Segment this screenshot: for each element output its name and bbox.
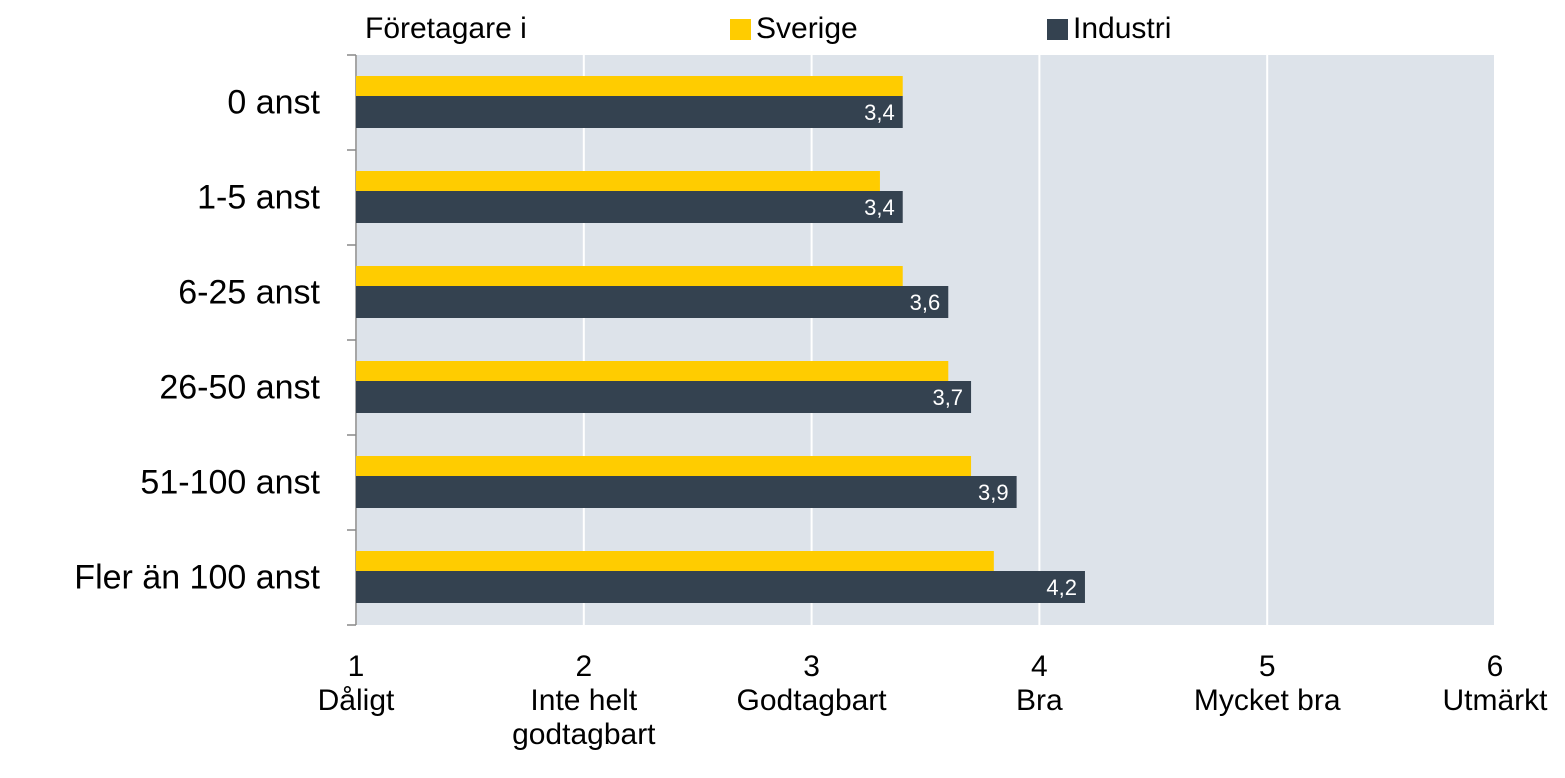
x-tick-label: 4 Bra (1016, 650, 1063, 717)
bar (356, 381, 972, 413)
y-tick-label: 6-25 anst (178, 273, 320, 311)
value-label: 3,6 (910, 290, 941, 315)
bar (356, 361, 949, 381)
y-tick-label: 51-100 anst (140, 463, 320, 501)
bar (356, 266, 903, 286)
y-tick-label: 1-5 anst (197, 178, 320, 216)
legend-label: Industri (1073, 12, 1171, 45)
bar (356, 76, 903, 96)
y-tick-label: 0 anst (227, 83, 320, 121)
y-tick-label: Fler än 100 anst (74, 558, 320, 596)
legend-swatch (1047, 19, 1068, 40)
x-tick-label: 6 Utmärkt (1442, 650, 1548, 717)
legend-label: Sverige (756, 12, 858, 45)
bar (356, 191, 903, 223)
bar (356, 476, 1017, 508)
bar (356, 571, 1085, 603)
y-tick-label: 26-50 anst (159, 368, 320, 406)
x-tick-label: 5 Mycket bra (1193, 650, 1341, 717)
value-label: 4,2 (1046, 575, 1077, 600)
value-label: 3,9 (978, 480, 1009, 505)
bar (356, 171, 880, 191)
bar (356, 456, 972, 476)
x-tick-label: 1 Dåligt (317, 650, 395, 717)
value-label: 3,4 (864, 195, 895, 220)
bar (356, 96, 903, 128)
legend-swatch (730, 19, 751, 40)
plot-background (356, 55, 1495, 625)
legend-title: Företagare i (365, 12, 527, 45)
x-tick-label: 2 Inte helt godtagbart (512, 650, 656, 751)
value-label: 3,4 (864, 100, 895, 125)
bar (356, 286, 949, 318)
value-label: 3,7 (932, 385, 963, 410)
bar (356, 551, 994, 571)
x-tick-label: 3 Godtagbart (736, 650, 887, 717)
